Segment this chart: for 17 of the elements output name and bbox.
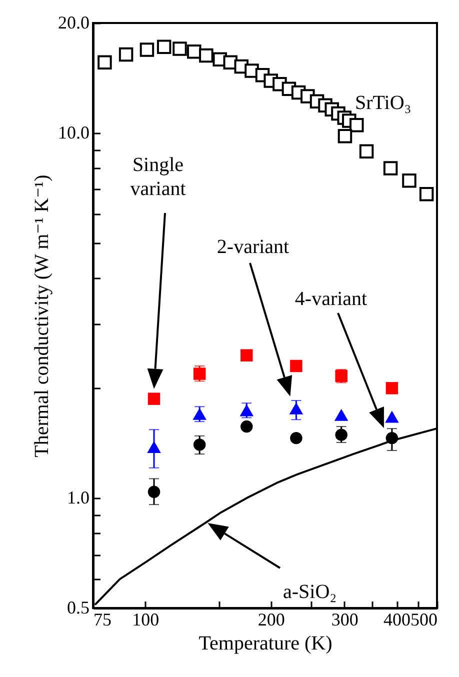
series-label: SrTiO₃: [355, 92, 412, 114]
y-tick-label: 0.5: [67, 598, 90, 618]
x-tick-label: 100: [132, 610, 160, 630]
x-tick-label: 300: [331, 610, 358, 630]
x-tick-label: 75: [94, 610, 112, 630]
y-tick-label: 1.0: [67, 488, 90, 508]
y-axis-title: Thermal conductivity (W m⁻¹ K⁻¹): [31, 174, 53, 458]
annotation: 4-variant: [294, 288, 368, 310]
y-tick-label: 10.0: [58, 122, 90, 142]
x-tick-label: 200: [258, 610, 285, 630]
annotation: 2-variant: [216, 236, 290, 258]
x-tick-label: 500: [410, 610, 438, 630]
x-tick-label: 400: [384, 610, 411, 630]
annotation: a-SiO₂: [283, 581, 337, 603]
annotation: Single variant: [130, 154, 186, 200]
x-axis-title: Temperature (K): [198, 632, 332, 654]
y-tick-label: 20.0: [58, 12, 90, 32]
